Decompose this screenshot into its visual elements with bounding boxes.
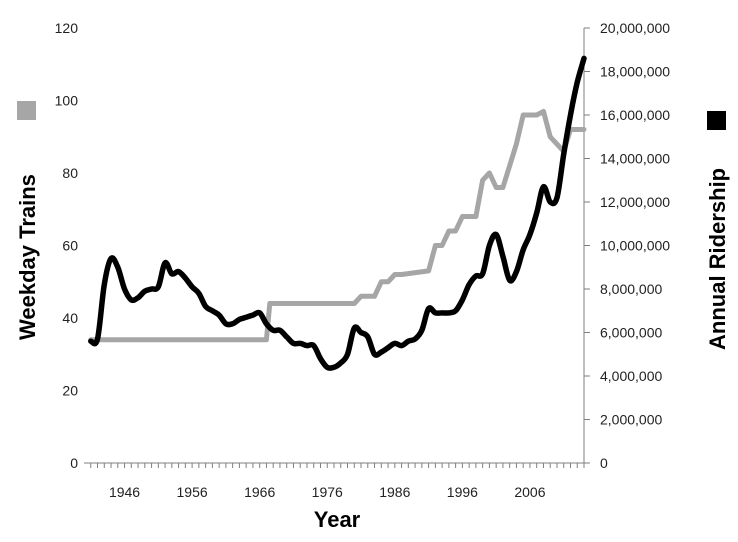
x-axis-title: Year: [314, 507, 361, 532]
left-tick-label: 80: [62, 165, 78, 181]
right-tick-label: 2,000,000: [600, 412, 662, 428]
x-tick-label: 1956: [177, 484, 208, 500]
right-tick-label: 6,000,000: [600, 325, 662, 341]
left-tick-label: 60: [62, 238, 78, 254]
right-tick-label: 0: [600, 455, 608, 471]
series-group: [88, 55, 587, 371]
x-axis-ticks: 1946 1956 1966 1976 1986 1996 2006: [90, 463, 585, 500]
right-tick-label: 12,000,000: [600, 194, 670, 210]
x-tick-label: 1986: [379, 484, 410, 500]
left-tick-label: 120: [55, 20, 79, 36]
right-axis-ticks: 0 2,000,000 4,000,000 6,000,000 8,000,000 10,…: [584, 20, 670, 471]
right-tick-label: 8,000,000: [600, 281, 662, 297]
right-tick-label: 18,000,000: [600, 64, 670, 80]
right-tick-label: 16,000,000: [600, 107, 670, 123]
x-tick-label: 1996: [447, 484, 478, 500]
x-tick-label: 1976: [312, 484, 343, 500]
left-axis-ticks: 0 20 40 60 80 100 120: [55, 20, 79, 471]
left-axis-title: Weekday Trains: [15, 174, 40, 340]
left-tick-label: 0: [70, 455, 78, 471]
right-axis-title: Annual Ridership: [705, 168, 730, 350]
right-tick-label: 20,000,000: [600, 20, 670, 36]
right-tick-label: 4,000,000: [600, 368, 662, 384]
left-axis-title-group: Weekday Trains: [15, 101, 40, 340]
weekday-trains-line: [88, 108, 587, 343]
left-tick-label: 40: [62, 310, 78, 326]
right-tick-label: 10,000,000: [600, 238, 670, 254]
left-tick-label: 100: [55, 93, 79, 109]
annual-ridership-line: [88, 55, 587, 371]
x-tick-label: 1966: [244, 484, 275, 500]
x-tick-label: 2006: [514, 484, 545, 500]
left-legend-swatch: [17, 101, 36, 120]
right-axis-title-group: Annual Ridership: [705, 111, 730, 350]
left-tick-label: 20: [62, 383, 78, 399]
right-legend-swatch: [707, 111, 726, 130]
x-tick-label: 1946: [109, 484, 140, 500]
right-tick-label: 14,000,000: [600, 151, 670, 167]
